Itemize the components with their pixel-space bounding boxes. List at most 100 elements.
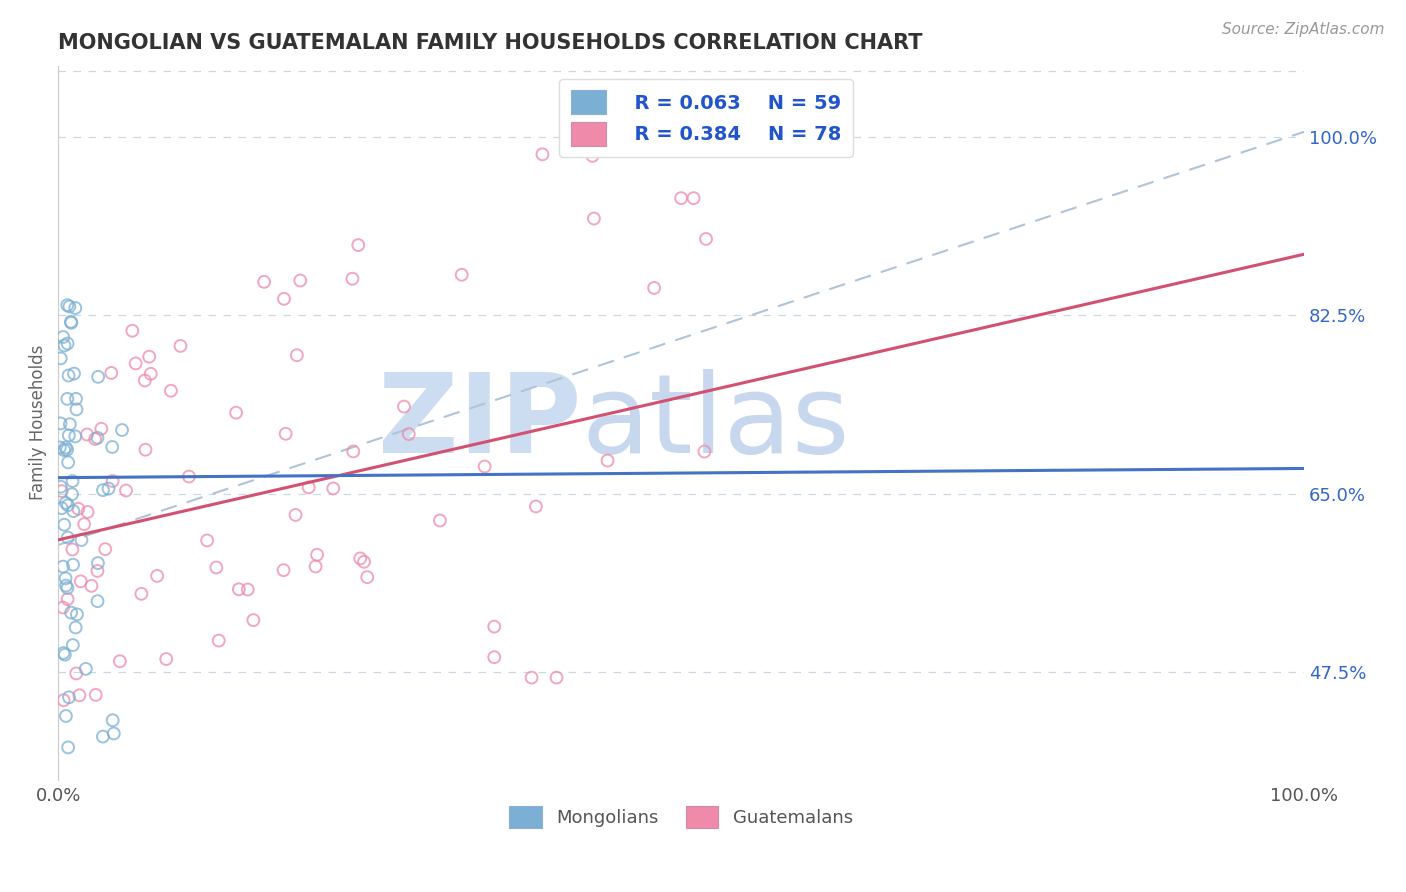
Point	[121, 324, 143, 338]
Point	[484, 619, 506, 633]
Point	[60, 487, 83, 501]
Point	[53, 648, 76, 662]
Point	[94, 542, 117, 557]
Point	[111, 423, 134, 437]
Point	[347, 238, 370, 252]
Point	[55, 571, 77, 585]
Point	[103, 726, 125, 740]
Point	[520, 671, 543, 685]
Point	[55, 441, 77, 455]
Point	[695, 232, 717, 246]
Point	[322, 482, 344, 496]
Point	[101, 713, 124, 727]
Point	[56, 442, 79, 457]
Point	[484, 650, 506, 665]
Point	[225, 406, 247, 420]
Point	[284, 508, 307, 522]
Point	[56, 298, 79, 312]
Point	[58, 368, 80, 383]
Point	[60, 316, 83, 330]
Text: Source: ZipAtlas.com: Source: ZipAtlas.com	[1222, 22, 1385, 37]
Point	[134, 374, 156, 388]
Point	[52, 600, 75, 615]
Point	[342, 444, 364, 458]
Point	[51, 484, 73, 499]
Point	[205, 560, 228, 574]
Point	[87, 556, 110, 570]
Point	[596, 453, 619, 467]
Point	[80, 579, 103, 593]
Point	[53, 517, 76, 532]
Point	[65, 402, 87, 417]
Point	[62, 558, 84, 572]
Point	[665, 111, 688, 125]
Point	[97, 482, 120, 496]
Point	[52, 646, 75, 660]
Point	[75, 662, 97, 676]
Point	[49, 480, 72, 494]
Point	[91, 730, 114, 744]
Point	[274, 426, 297, 441]
Point	[56, 336, 79, 351]
Point	[56, 581, 79, 595]
Point	[69, 574, 91, 589]
Y-axis label: Family Households: Family Households	[30, 345, 46, 500]
Text: MONGOLIAN VS GUATEMALAN FAMILY HOUSEHOLDS CORRELATION CHART: MONGOLIAN VS GUATEMALAN FAMILY HOUSEHOLD…	[58, 33, 922, 53]
Point	[273, 292, 295, 306]
Point	[56, 392, 79, 406]
Point	[55, 709, 77, 723]
Point	[353, 555, 375, 569]
Point	[138, 350, 160, 364]
Point	[115, 483, 138, 498]
Point	[65, 620, 87, 634]
Point	[58, 428, 80, 442]
Point	[76, 427, 98, 442]
Point	[52, 693, 75, 707]
Point	[581, 149, 603, 163]
Point	[51, 501, 73, 516]
Point	[524, 500, 547, 514]
Point	[139, 367, 162, 381]
Point	[304, 559, 326, 574]
Point	[285, 348, 308, 362]
Point	[669, 191, 692, 205]
Point	[49, 417, 72, 431]
Point	[56, 592, 79, 607]
Point	[101, 474, 124, 488]
Point	[73, 517, 96, 532]
Point	[531, 147, 554, 161]
Legend: Mongolians, Guatemalans: Mongolians, Guatemalans	[502, 798, 860, 835]
Point	[55, 578, 77, 592]
Point	[134, 442, 156, 457]
Point	[342, 271, 364, 285]
Point	[398, 427, 420, 442]
Point	[108, 654, 131, 668]
Point	[62, 474, 84, 488]
Point	[693, 444, 716, 458]
Point	[65, 429, 87, 443]
Point	[56, 740, 79, 755]
Point	[100, 366, 122, 380]
Point	[67, 689, 90, 703]
Point	[91, 483, 114, 497]
Point	[228, 582, 250, 597]
Point	[65, 301, 87, 315]
Point	[63, 367, 86, 381]
Point	[60, 606, 83, 620]
Point	[66, 607, 89, 622]
Point	[58, 300, 80, 314]
Point	[87, 369, 110, 384]
Point	[307, 548, 329, 562]
Point	[177, 469, 200, 483]
Point	[146, 569, 169, 583]
Point	[52, 559, 75, 574]
Point	[429, 514, 451, 528]
Point	[84, 688, 107, 702]
Point	[60, 542, 83, 557]
Text: ZIP: ZIP	[378, 369, 582, 476]
Text: atlas: atlas	[582, 369, 851, 476]
Point	[155, 652, 177, 666]
Point	[65, 666, 87, 681]
Point	[242, 613, 264, 627]
Point	[52, 330, 75, 344]
